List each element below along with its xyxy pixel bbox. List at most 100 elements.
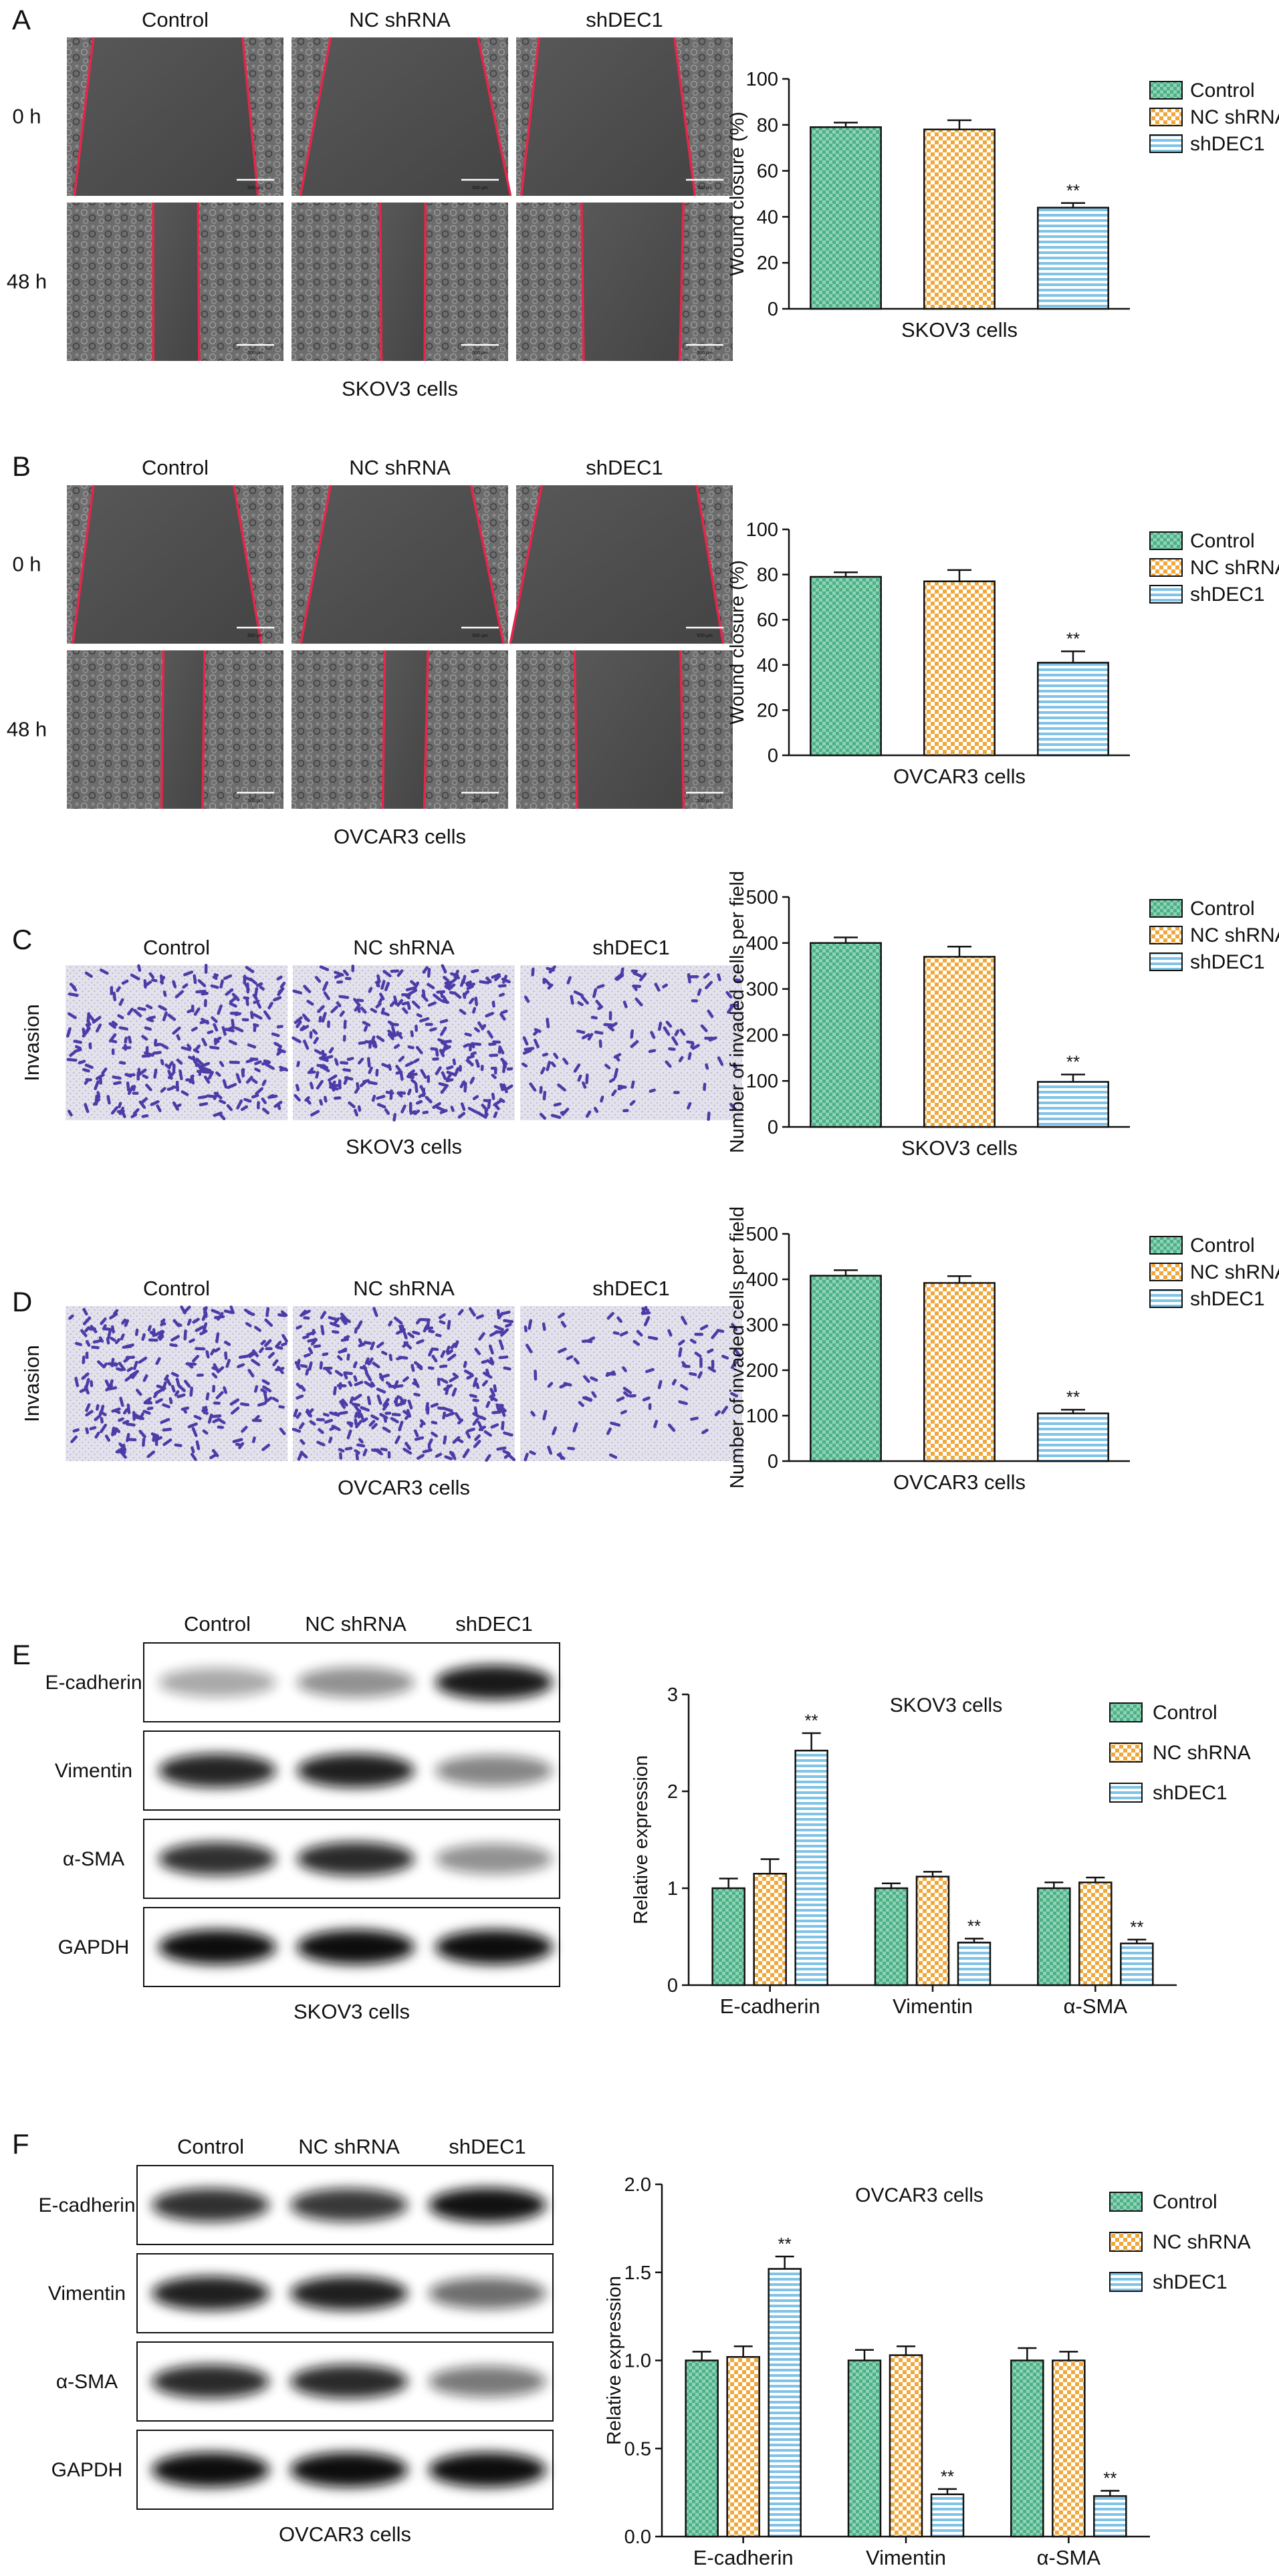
bar bbox=[1093, 2495, 1127, 2538]
wound-edge-line bbox=[423, 650, 429, 809]
chart-title: SKOV3 cells bbox=[890, 1694, 1002, 1716]
bar bbox=[711, 1887, 745, 1986]
wound-edge-line bbox=[679, 650, 685, 809]
y-tick-label: 0 bbox=[768, 1451, 778, 1472]
blot-row-label: Vimentin bbox=[48, 2283, 126, 2305]
protein-band bbox=[297, 1667, 415, 1698]
significance-marker: ** bbox=[1066, 629, 1080, 649]
scale-bar-label: 500 μm bbox=[247, 799, 263, 803]
wound-edge-line bbox=[509, 485, 544, 644]
legend-swatch bbox=[1109, 1783, 1143, 1803]
wound-gap bbox=[510, 485, 723, 644]
y-axis-label: Relative expression bbox=[604, 2276, 625, 2445]
protein-band bbox=[429, 2452, 546, 2487]
lane-label: Control bbox=[184, 1612, 251, 1636]
wound-edge-line bbox=[72, 485, 95, 644]
bar bbox=[768, 2268, 802, 2538]
micrograph-wound-tile: 500 μm bbox=[292, 37, 512, 197]
significance-marker: ** bbox=[778, 2234, 792, 2254]
legend-swatch bbox=[1109, 2232, 1143, 2252]
wound-gap bbox=[161, 650, 205, 809]
x-axis-label: SKOV3 cells bbox=[901, 318, 1018, 342]
bar bbox=[810, 1275, 882, 1462]
x-tick-label: E-cadherin bbox=[720, 1994, 820, 2018]
protein-band bbox=[158, 1930, 276, 1964]
blot-row-label: Vimentin bbox=[55, 1760, 132, 1782]
y-tick-label: 0.5 bbox=[624, 2438, 651, 2460]
stained-cells bbox=[292, 964, 513, 1122]
lane-label: Control bbox=[177, 2135, 244, 2158]
wound-edge-line bbox=[580, 202, 585, 362]
panel-letter-E: E bbox=[12, 1639, 31, 1670]
row-label: 0 h bbox=[12, 553, 41, 576]
legend-swatch bbox=[1149, 134, 1183, 153]
bar bbox=[923, 1282, 996, 1462]
legend-label: Control bbox=[1190, 80, 1255, 102]
wound-image-grid-B: Control NC shRNA shDEC1 0 h 48 h 500 μm 500 μm… bbox=[7, 456, 733, 848]
scale-bar-label: 500 μm bbox=[472, 634, 488, 638]
legend-swatch bbox=[1149, 926, 1183, 944]
image-caption: SKOV3 cells bbox=[346, 1135, 462, 1158]
legend-label: shDEC1 bbox=[1153, 2271, 1228, 2293]
bar bbox=[1037, 1887, 1071, 1986]
y-tick-label: 500 bbox=[746, 1224, 778, 1245]
y-tick-label: 1.0 bbox=[624, 2351, 651, 2372]
legend-swatch bbox=[1109, 1743, 1143, 1763]
y-axis-label: Relative expression bbox=[630, 1755, 652, 1924]
wound-edge-line bbox=[678, 202, 685, 362]
bar bbox=[1037, 1412, 1109, 1462]
protein-band bbox=[152, 2364, 269, 2399]
protein-band bbox=[290, 2188, 408, 2222]
y-tick-label: 400 bbox=[746, 933, 778, 954]
x-axis-label: OVCAR3 cells bbox=[893, 1470, 1026, 1494]
y-tick-label: 40 bbox=[757, 207, 778, 228]
wound-gap bbox=[300, 37, 511, 196]
significance-marker: ** bbox=[1066, 1387, 1080, 1407]
y-tick-label: 3 bbox=[667, 1684, 678, 1706]
micrograph-wound-tile: 500 μm bbox=[292, 202, 508, 362]
y-axis-label: Number of invaded cells per field bbox=[727, 1206, 748, 1489]
protein-band bbox=[152, 2188, 269, 2222]
x-axis-label: SKOV3 cells bbox=[901, 1136, 1018, 1160]
y-tick-label: 80 bbox=[757, 565, 778, 586]
bar bbox=[753, 1873, 787, 1986]
column-label: NC shRNA bbox=[353, 1277, 455, 1300]
legend-label: Control bbox=[1190, 1235, 1255, 1257]
wound-edge-line bbox=[73, 37, 95, 197]
y-tick-label: 100 bbox=[746, 519, 778, 541]
wound-gap bbox=[581, 203, 684, 361]
protein-band bbox=[290, 2276, 408, 2311]
y-tick-label: 2.0 bbox=[624, 2174, 651, 2196]
legend-label: NC shRNA bbox=[1190, 557, 1279, 579]
stained-cells bbox=[292, 1307, 516, 1462]
bar bbox=[1010, 2359, 1044, 2538]
column-label: shDEC1 bbox=[586, 8, 663, 31]
bar bbox=[1037, 662, 1109, 757]
micrograph-wound-tile: 500 μm bbox=[67, 650, 283, 809]
wound-edge-line bbox=[573, 650, 578, 809]
wound-image-grid-A: Control NC shRNA shDEC1 0 h 48 h 500 μm 500 μm… bbox=[7, 8, 733, 400]
micrograph-wound-tile: 500 μm bbox=[67, 37, 283, 197]
micrograph-invasion-tile bbox=[520, 1305, 742, 1462]
protein-band bbox=[429, 2188, 546, 2222]
invasion-image-grid-C: Control NC shRNA shDEC1 Invasion SKOV3 cells bbox=[20, 936, 742, 1158]
blot-row-label: α-SMA bbox=[56, 2371, 118, 2393]
x-tick-label: Vimentin bbox=[893, 1994, 973, 2018]
column-label: Control bbox=[143, 1277, 210, 1300]
scale-bar-label: 500 μm bbox=[247, 634, 263, 638]
image-caption: SKOV3 cells bbox=[342, 377, 458, 400]
column-label: Control bbox=[142, 456, 209, 479]
y-tick-label: 1 bbox=[667, 1878, 678, 1900]
protein-band bbox=[429, 2365, 546, 2398]
column-label: shDEC1 bbox=[592, 1277, 669, 1300]
scale-bar-label: 500 μm bbox=[247, 351, 263, 356]
legend-swatch bbox=[1149, 899, 1183, 918]
column-label: shDEC1 bbox=[592, 936, 669, 959]
bar bbox=[1037, 1081, 1109, 1128]
legend-label: NC shRNA bbox=[1190, 924, 1279, 946]
scale-bar-label: 500 μm bbox=[247, 186, 263, 190]
bar bbox=[889, 2354, 923, 2538]
column-label: Control bbox=[143, 936, 210, 959]
wound-gap bbox=[153, 203, 199, 361]
wound-edge-line bbox=[233, 485, 263, 644]
